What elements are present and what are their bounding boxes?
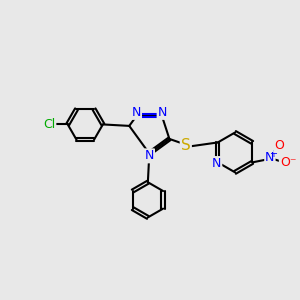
Text: N: N xyxy=(145,149,154,162)
Text: N: N xyxy=(158,106,167,119)
Text: O⁻: O⁻ xyxy=(280,157,296,169)
Text: N: N xyxy=(212,157,221,170)
Text: Cl: Cl xyxy=(43,118,56,131)
Text: O: O xyxy=(274,139,284,152)
Text: +: + xyxy=(269,149,278,159)
Text: S: S xyxy=(181,138,191,153)
Text: N: N xyxy=(265,152,274,164)
Text: N: N xyxy=(132,106,141,119)
